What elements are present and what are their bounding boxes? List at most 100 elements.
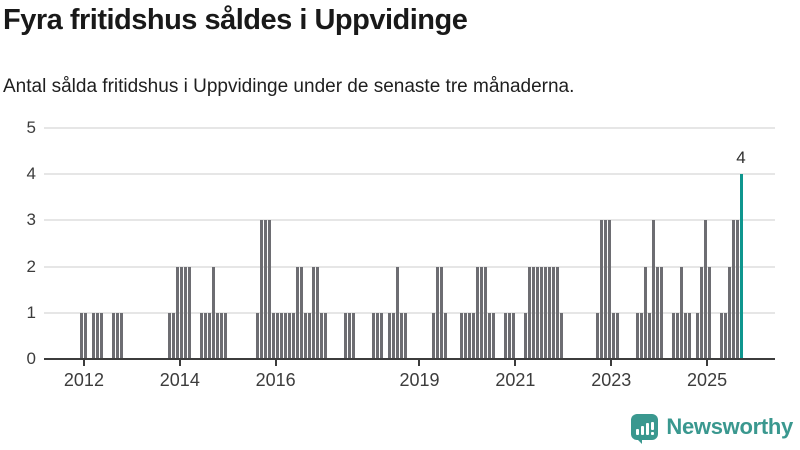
- speech-bubble-tail: [634, 436, 643, 444]
- month-bar: [735, 220, 739, 358]
- chart-title: Fyra fritidshus såldes i Uppvidinge: [3, 4, 468, 36]
- month-bar: [643, 266, 647, 358]
- month-bar: [216, 312, 220, 358]
- newsworthy-logo-icon: [631, 414, 659, 444]
- logo-bar-icon: [645, 423, 649, 435]
- chart-subtitle: Antal sålda fritidshus i Uppvidinge unde…: [3, 76, 575, 97]
- month-bar: [659, 266, 663, 358]
- month-bar: [695, 312, 699, 358]
- month-bar: [467, 312, 471, 358]
- month-bar: [475, 266, 479, 358]
- month-bar: [675, 312, 679, 358]
- newsworthy-logo-text: Newsworthy: [666, 414, 793, 439]
- gridline: [44, 173, 775, 176]
- x-axis-tick-label: 2016: [255, 370, 296, 390]
- x-axis-tick-label: 2023: [591, 370, 632, 390]
- month-bar: [615, 312, 619, 358]
- y-axis-tick-label: 4: [26, 164, 36, 184]
- month-bar: [655, 266, 659, 358]
- month-bar: [188, 266, 192, 358]
- month-bar: [92, 312, 96, 358]
- month-bar: [595, 312, 599, 358]
- month-bar: [84, 312, 88, 358]
- month-bar: [599, 220, 603, 358]
- y-axis-tick-label: 5: [26, 118, 36, 137]
- month-bar: [635, 312, 639, 358]
- x-axis-line: [44, 358, 775, 360]
- newsworthy-brand: Newsworthy: [631, 412, 793, 444]
- month-bar: [435, 266, 439, 358]
- month-bar: [220, 312, 224, 358]
- month-bar: [503, 312, 507, 358]
- month-bar: [168, 312, 172, 358]
- month-bar: [284, 312, 288, 358]
- month-bar: [555, 266, 559, 358]
- month-bar: [288, 312, 292, 358]
- y-axis-tick-label: 3: [26, 210, 36, 230]
- month-bar: [731, 220, 735, 358]
- month-bar: [507, 312, 511, 358]
- logo-bar-icon: [635, 429, 639, 435]
- month-bar: [272, 312, 276, 358]
- month-bar: [348, 312, 352, 358]
- month-bar: [479, 266, 483, 358]
- month-bar: [204, 312, 208, 358]
- logo-exclamation-icon: [650, 422, 654, 435]
- month-bar: [491, 312, 495, 358]
- month-bar: [212, 266, 216, 358]
- month-bar: [80, 312, 84, 358]
- month-bar: [268, 220, 272, 358]
- x-axis-tick: [706, 360, 709, 366]
- month-bar: [607, 220, 611, 358]
- month-bar: [443, 312, 447, 358]
- x-axis-tick: [178, 360, 181, 366]
- month-bar: [404, 312, 407, 358]
- month-bar: [296, 266, 300, 358]
- month-bar: [176, 266, 180, 358]
- month-bar: [280, 312, 284, 358]
- month-bar: [723, 312, 727, 358]
- month-bar: [647, 312, 651, 358]
- month-bar: [687, 312, 691, 358]
- month-bar: [184, 266, 188, 358]
- month-bar: [535, 266, 539, 358]
- month-bar: [671, 312, 675, 358]
- highlighted-latest-bar: [739, 174, 743, 358]
- month-bar: [651, 220, 655, 358]
- month-bar: [400, 312, 403, 358]
- month-bar: [276, 312, 280, 358]
- month-bar: [260, 220, 264, 358]
- x-axis-tick: [82, 360, 85, 366]
- month-bar: [100, 312, 104, 358]
- month-bar: [388, 312, 392, 358]
- month-bar: [531, 266, 535, 358]
- x-axis-tick-label: 2019: [399, 370, 440, 390]
- month-bar: [543, 266, 547, 358]
- month-bar: [372, 312, 376, 358]
- logo-bar-icon: [640, 426, 644, 435]
- month-bar: [719, 312, 723, 358]
- month-bar: [539, 266, 543, 358]
- month-bar: [224, 312, 228, 358]
- month-bar: [707, 266, 711, 358]
- month-bar: [344, 312, 348, 358]
- month-bar: [264, 220, 268, 358]
- month-bar: [439, 266, 443, 358]
- month-bar: [396, 266, 399, 358]
- x-axis-tick-label: 2012: [63, 370, 104, 390]
- month-bar: [304, 312, 308, 358]
- month-bar: [112, 312, 116, 358]
- month-bar: [256, 312, 260, 358]
- month-bar: [527, 266, 531, 358]
- month-bar: [611, 312, 615, 358]
- month-bar: [431, 312, 435, 358]
- last-bar-value-label: 4: [736, 148, 746, 168]
- month-bar: [352, 312, 356, 358]
- month-bar: [312, 266, 316, 358]
- x-axis-tick-label: 2021: [495, 370, 536, 390]
- month-bar: [172, 312, 176, 358]
- month-bar: [603, 220, 607, 358]
- month-bar: [727, 266, 731, 358]
- month-bar: [463, 312, 467, 358]
